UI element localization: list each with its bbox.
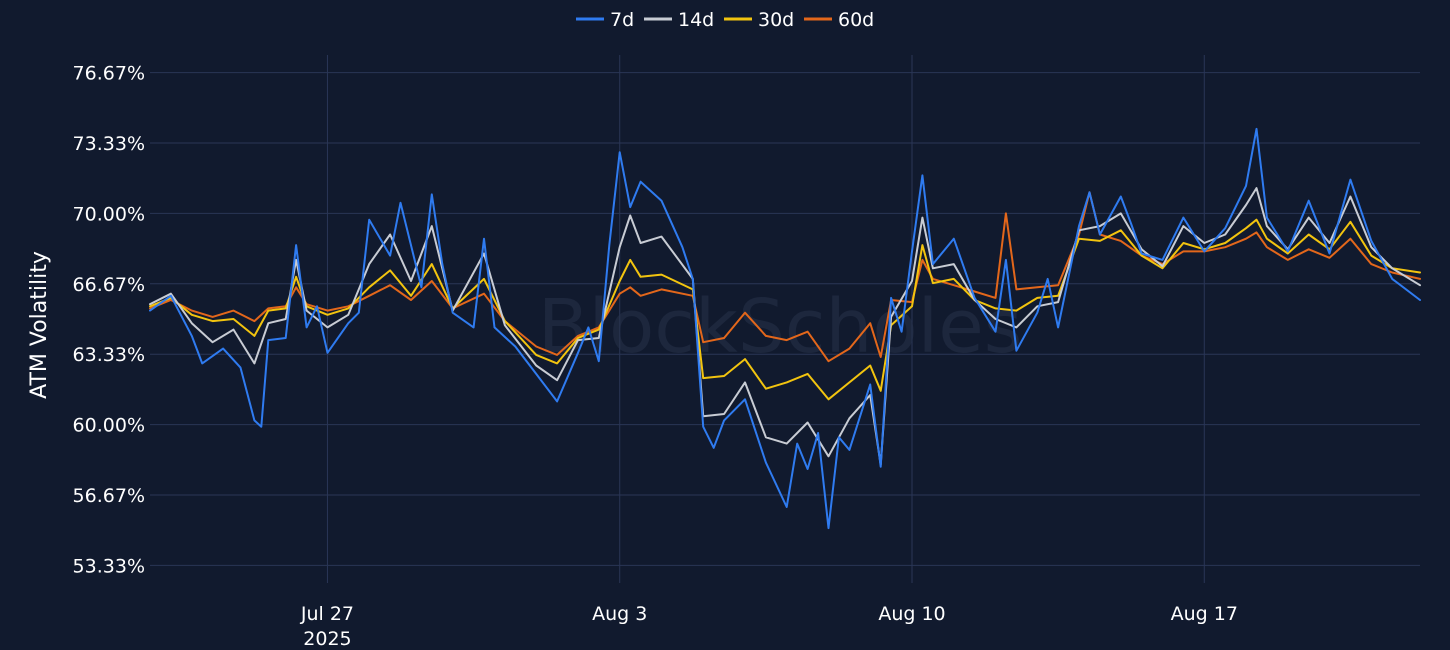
y-axis-title: ATM Volatility bbox=[27, 251, 52, 399]
legend-label: 60d bbox=[838, 9, 874, 31]
x-tick-label: Aug 10 bbox=[878, 603, 945, 625]
y-tick-label: 53.33% bbox=[73, 555, 145, 577]
series-line-7d bbox=[149, 127, 1421, 530]
grid bbox=[150, 55, 1420, 583]
x-tick-label: Jul 27 bbox=[300, 603, 354, 625]
legend-item-30d[interactable]: 30d bbox=[724, 9, 794, 31]
legend-item-7d[interactable]: 7d bbox=[576, 9, 634, 31]
y-tick-label: 56.67% bbox=[73, 485, 145, 507]
y-tick-label: 70.00% bbox=[73, 203, 145, 225]
y-tick-label: 60.00% bbox=[73, 415, 145, 437]
x-tick-label: Aug 3 bbox=[592, 603, 647, 625]
y-tick-label: 63.33% bbox=[73, 344, 145, 366]
watermark: BlockScholes bbox=[538, 284, 1023, 370]
x-tick-label: Aug 17 bbox=[1171, 603, 1238, 625]
legend-label: 14d bbox=[678, 9, 714, 31]
y-tick-label: 73.33% bbox=[73, 133, 145, 155]
y-tick-label: 76.67% bbox=[73, 63, 145, 85]
legend-label: 7d bbox=[610, 9, 634, 31]
x-axis: Jul 27 2025 Aug 3 Aug 10 Aug 17 bbox=[300, 603, 1238, 650]
series-layer bbox=[149, 127, 1421, 530]
x-tick-sublabel: 2025 bbox=[303, 628, 351, 650]
legend[interactable]: 7d 14d 30d 60d bbox=[576, 9, 874, 31]
series-line-14d bbox=[149, 187, 1421, 466]
y-tick-label: 66.67% bbox=[73, 274, 145, 296]
y-axis: 53.33% 56.67% 60.00% 63.33% 66.67% 70.00% 73.3… bbox=[73, 63, 145, 578]
legend-label: 30d bbox=[758, 9, 794, 31]
legend-item-14d[interactable]: 14d bbox=[644, 9, 714, 31]
legend-item-60d[interactable]: 60d bbox=[804, 9, 874, 31]
